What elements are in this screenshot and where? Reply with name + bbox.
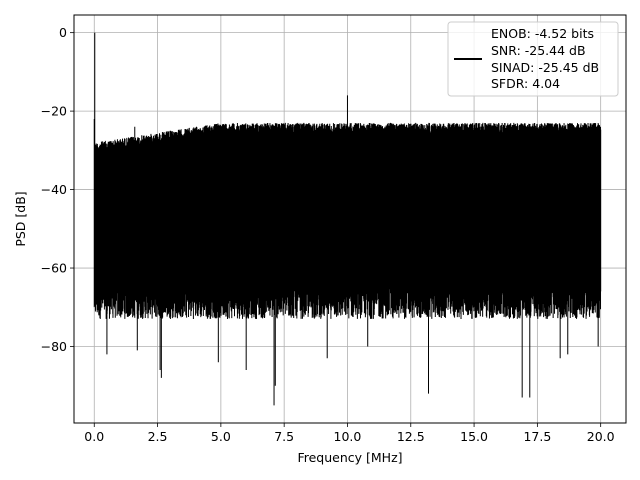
y-tick-label: −40 [41, 182, 67, 197]
x-tick-label: 10.0 [334, 429, 362, 444]
legend: ENOB: -4.52 bits SNR: -25.44 dB SINAD: -… [447, 21, 619, 97]
y-axis-ticks: 0 −20 −40 −60 −80 [41, 25, 74, 354]
x-tick-label: 15.0 [460, 429, 488, 444]
y-tick-label: −20 [41, 104, 67, 119]
legend-text-sfdr: SFDR: 4.04 [491, 76, 560, 91]
x-axis-label: Frequency [MHz] [297, 450, 402, 465]
y-axis-label: PSD [dB] [13, 191, 28, 246]
plot-data-area [93, 32, 602, 406]
x-tick-label: 0.0 [84, 429, 104, 444]
x-tick-label: 5.0 [211, 429, 231, 444]
y-tick-label: 0 [59, 25, 67, 40]
y-tick-label: −80 [41, 339, 67, 354]
psd-trace-line [93, 32, 602, 406]
x-tick-label: 17.5 [523, 429, 551, 444]
legend-text-sinad: SINAD: -25.45 dB [491, 60, 599, 75]
x-tick-label: 12.5 [397, 429, 425, 444]
x-tick-label: 7.5 [274, 429, 294, 444]
legend-text-snr: SNR: -25.44 dB [491, 43, 586, 58]
x-axis-ticks: 0.0 2.5 5.0 7.5 10.0 12.5 15.0 17.5 20.0 [84, 423, 615, 444]
plot-frame [73, 14, 627, 424]
legend-text-enob: ENOB: -4.52 bits [491, 26, 594, 41]
x-tick-label: 20.0 [587, 429, 615, 444]
x-tick-label: 2.5 [148, 429, 168, 444]
legend-box [447, 21, 619, 97]
y-tick-label: −60 [41, 261, 67, 276]
